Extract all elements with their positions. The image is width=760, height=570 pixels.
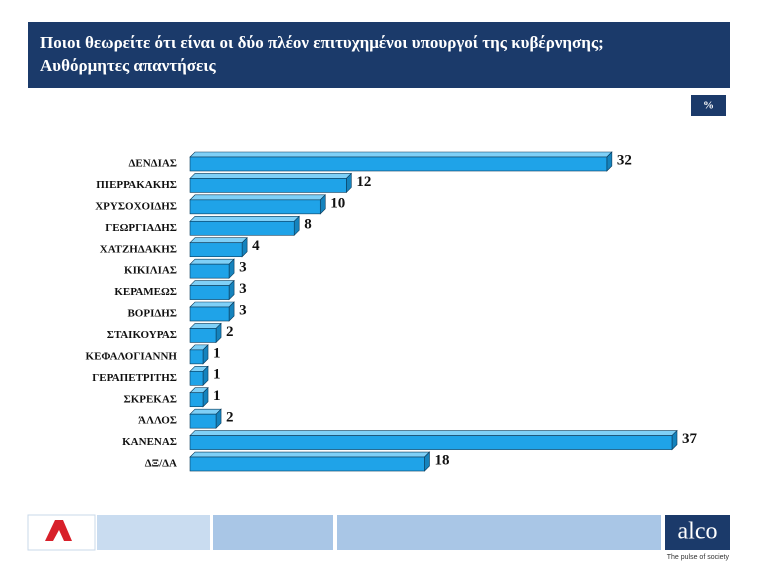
category-label: ΔΕΝΔΙΑΣ: [129, 158, 178, 170]
category-label: ΆΛΛΟΣ: [138, 415, 177, 427]
value-label: 3: [239, 281, 247, 297]
bar-top: [189, 215, 300, 222]
category-label: ΒΟΡΙΔΗΣ: [127, 308, 177, 320]
bar-top: [189, 301, 235, 308]
category-label: ΔΞ/ΔΑ: [145, 458, 177, 470]
value-label: 10: [330, 195, 345, 211]
chart-title: Ποιοι θεωρείτε ότι είναι οι δύο πλέον επ…: [40, 33, 604, 52]
bar-top: [189, 194, 326, 201]
footer-strip: [213, 515, 333, 550]
bar-top: [189, 258, 235, 265]
category-label: ΓΕΡΑΠΕΤΡΙΤΗΣ: [92, 372, 177, 384]
channel-logo: [45, 520, 72, 541]
footer-strip: [97, 515, 210, 550]
category-label: ΓΕΩΡΓΙΑΔΗΣ: [105, 222, 177, 234]
bar: [189, 242, 243, 258]
category-label: ΚΑΝΕΝΑΣ: [122, 436, 177, 448]
value-label: 32: [617, 152, 632, 168]
value-label: 2: [226, 324, 234, 340]
bar-top: [189, 430, 678, 436]
bar: [189, 285, 230, 300]
category-label: ΠΙΕΡΡΑΚΑΚΗΣ: [96, 179, 177, 191]
brand: alco: [678, 519, 718, 545]
value-label: 1: [213, 388, 221, 404]
bar-top: [189, 237, 248, 244]
value-label: 8: [304, 217, 312, 233]
value-label: 37: [682, 431, 698, 447]
bar: [189, 199, 321, 215]
bar-top: [189, 280, 235, 286]
brand-box: [665, 515, 730, 550]
category-label: ΚΕΦΑΛΟΓΙΑΝΝΗ: [86, 350, 178, 362]
value-label: 18: [434, 452, 449, 468]
value-label: 1: [213, 345, 221, 361]
bar: [189, 413, 217, 429]
value-label: 1: [213, 367, 221, 383]
bar: [189, 263, 230, 279]
bar: [189, 328, 217, 343]
tagline: The pulse of society: [667, 554, 730, 561]
value-label: 4: [252, 238, 260, 254]
value-label: 3: [239, 302, 247, 318]
category-label: ΣΤΑΙΚΟΥΡΑΣ: [107, 329, 177, 341]
bar: [189, 456, 425, 472]
bar: [189, 435, 673, 450]
bar: [189, 178, 347, 193]
title-box: [28, 22, 730, 88]
category-label: ΚΕΡΑΜΕΩΣ: [114, 286, 177, 298]
bar: [189, 156, 608, 172]
category-label: ΧΑΤΖΗΔΑΚΗΣ: [100, 243, 177, 255]
category-label: ΧΡΥΣΟΧΟΙΔΗΣ: [95, 200, 177, 212]
bar: [189, 392, 204, 408]
chart-subtitle: Αυθόρμητες απαντήσεις: [40, 56, 217, 75]
value-label: 3: [239, 260, 247, 276]
bar: [189, 220, 295, 236]
value-label: 2: [226, 410, 234, 426]
category-label: ΣΚΡΕΚΑΣ: [124, 393, 178, 405]
bar: [189, 370, 204, 386]
unit-label: %: [703, 100, 714, 112]
value-label: 12: [356, 174, 371, 190]
footer-strip: [337, 515, 661, 550]
bar: [189, 306, 230, 322]
bar: [189, 349, 204, 365]
bar-top: [189, 151, 613, 158]
bar-top: [189, 451, 431, 458]
category-label: ΚΙΚΙΛΙΑΣ: [124, 265, 177, 277]
unit-box: [691, 95, 726, 116]
bar-top: [189, 173, 353, 179]
